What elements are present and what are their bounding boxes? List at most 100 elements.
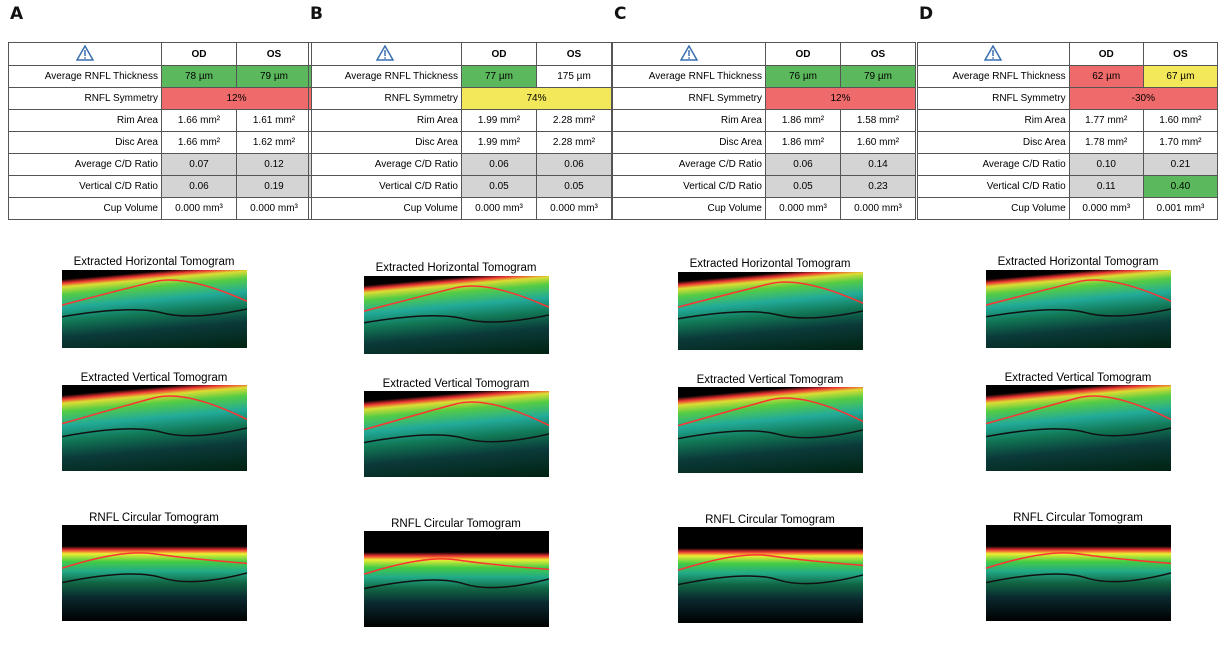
row-label: Rim Area <box>309 110 462 132</box>
row-label: Average C/D Ratio <box>613 154 766 176</box>
value-cell: 0.000 mm³ <box>1069 198 1143 220</box>
row-label: RNFL Symmetry <box>613 88 766 110</box>
value-cell: 0.07 <box>162 154 237 176</box>
tomogram-image <box>364 391 549 477</box>
value-cell: 1.86 mm² <box>766 110 841 132</box>
row-label: Average RNFL Thickness <box>9 66 162 88</box>
value-cell: 2.28 mm² <box>537 132 612 154</box>
tomogram-image <box>364 276 549 354</box>
warning-cell <box>918 43 1070 66</box>
value-cell: 0.23 <box>841 176 916 198</box>
column-header: OS <box>841 43 916 66</box>
row-label: Rim Area <box>613 110 766 132</box>
column-header: OS <box>237 43 312 66</box>
value-cell: 2.28 mm² <box>537 110 612 132</box>
value-cell: 1.62 mm² <box>237 132 312 154</box>
column-header: OD <box>162 43 237 66</box>
page: {"panels": [ {"label": "A", "header": ["… <box>0 0 1218 646</box>
value-cell: 1.77 mm² <box>1069 110 1143 132</box>
row-label: Vertical C/D Ratio <box>918 176 1070 198</box>
column-header: OD <box>1069 43 1143 66</box>
value-cell: 0.05 <box>462 176 537 198</box>
value-cell: 0.000 mm³ <box>841 198 916 220</box>
row-label: Vertical C/D Ratio <box>9 176 162 198</box>
panel-label: C <box>614 4 626 24</box>
row-label: RNFL Symmetry <box>918 88 1070 110</box>
value-cell: 0.000 mm³ <box>162 198 237 220</box>
value-cell: 0.05 <box>766 176 841 198</box>
value-cell: 0.000 mm³ <box>237 198 312 220</box>
row-label: Average C/D Ratio <box>9 154 162 176</box>
value-cell: 0.10 <box>1069 154 1143 176</box>
row-label: Cup Volume <box>309 198 462 220</box>
value-cell: 1.86 mm² <box>766 132 841 154</box>
panel-label: D <box>919 4 933 24</box>
value-cell: 67 µm <box>1143 66 1217 88</box>
value-cell: 74% <box>462 88 612 110</box>
row-label: Cup Volume <box>918 198 1070 220</box>
value-cell: 0.05 <box>537 176 612 198</box>
value-cell: 0.000 mm³ <box>766 198 841 220</box>
value-cell: 0.40 <box>1143 176 1217 198</box>
value-cell: 1.61 mm² <box>237 110 312 132</box>
tomogram-image <box>986 525 1171 621</box>
value-cell: 1.66 mm² <box>162 110 237 132</box>
table-row: RNFL Symmetry-30% <box>918 88 1218 110</box>
value-cell: 76 µm <box>766 66 841 88</box>
value-cell: 0.11 <box>1069 176 1143 198</box>
value-cell: 1.58 mm² <box>841 110 916 132</box>
value-cell: 78 µm <box>162 66 237 88</box>
tomogram-image <box>678 272 863 350</box>
tomogram-title: Extracted Vertical Tomogram <box>34 372 274 384</box>
tomogram-title: Extracted Horizontal Tomogram <box>958 256 1198 268</box>
value-cell: 0.14 <box>841 154 916 176</box>
row-label: Vertical C/D Ratio <box>309 176 462 198</box>
tomogram-title: Extracted Vertical Tomogram <box>958 372 1198 384</box>
value-cell: 1.60 mm² <box>841 132 916 154</box>
row-label: Average RNFL Thickness <box>309 66 462 88</box>
column-header: OD <box>462 43 537 66</box>
value-cell: 0.001 mm³ <box>1143 198 1217 220</box>
row-label: RNFL Symmetry <box>309 88 462 110</box>
value-cell: 77 µm <box>462 66 537 88</box>
value-cell: 1.66 mm² <box>162 132 237 154</box>
tomogram-title: RNFL Circular Tomogram <box>34 512 274 524</box>
column-header: OS <box>1143 43 1217 66</box>
tomogram-image <box>986 385 1171 471</box>
column-header: OS <box>537 43 612 66</box>
tomogram-image <box>62 270 247 348</box>
panel-label: B <box>310 4 323 24</box>
row-label: Average RNFL Thickness <box>613 66 766 88</box>
panel-label: A <box>10 4 23 24</box>
tomogram-title: Extracted Vertical Tomogram <box>336 378 576 390</box>
value-cell: 12% <box>162 88 312 110</box>
row-label: Disc Area <box>613 132 766 154</box>
value-cell: 79 µm <box>237 66 312 88</box>
value-cell: 62 µm <box>1069 66 1143 88</box>
value-cell: 1.60 mm² <box>1143 110 1217 132</box>
tomogram-image <box>986 270 1171 348</box>
row-label: Cup Volume <box>613 198 766 220</box>
value-cell: 12% <box>766 88 916 110</box>
